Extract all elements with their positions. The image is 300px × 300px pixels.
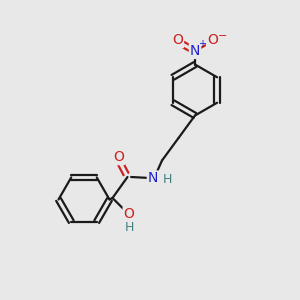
Text: H: H (124, 221, 134, 234)
Text: −: − (218, 31, 227, 41)
Text: O: O (172, 33, 183, 47)
Text: H: H (162, 173, 172, 187)
Text: O: O (113, 150, 124, 164)
Text: +: + (198, 39, 206, 50)
Text: N: N (148, 172, 158, 185)
Text: N: N (190, 44, 200, 58)
Text: O: O (207, 33, 218, 47)
Text: O: O (124, 208, 134, 221)
